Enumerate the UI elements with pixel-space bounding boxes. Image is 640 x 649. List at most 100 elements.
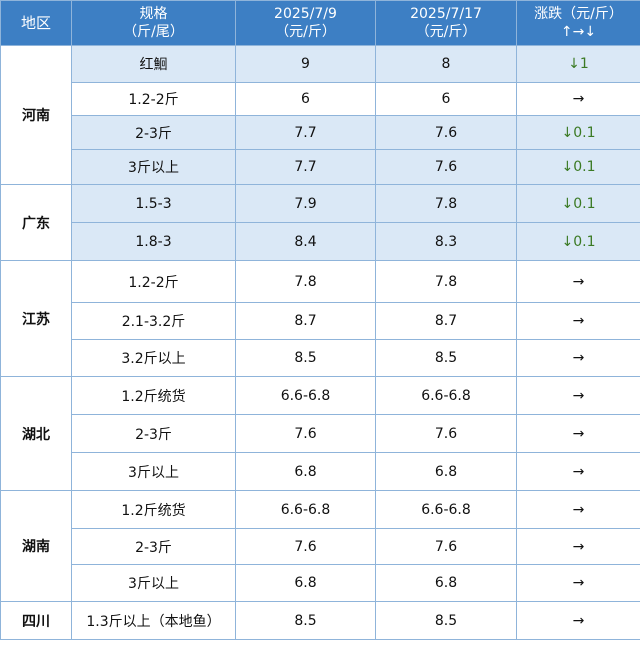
table-row: 3.2斤以上 8.5 8.5 →: [1, 339, 640, 377]
change-cell: ↓0.1: [516, 115, 640, 150]
spec-cell: 2-3斤: [71, 528, 236, 565]
price-0709-cell: 8.5: [235, 601, 376, 640]
table-row: 2-3斤 7.7 7.6 ↓0.1: [1, 115, 640, 150]
table-row: 2-3斤 7.6 7.6 →: [1, 528, 640, 565]
change-cell: ↓0.1: [516, 184, 640, 223]
region-name: 河南: [0, 45, 72, 185]
price-0709-cell: 6.8: [235, 452, 376, 491]
region-name: 江苏: [0, 260, 72, 377]
price-0709-cell: 6.8: [235, 564, 376, 602]
price-0709-cell: 7.9: [235, 184, 376, 223]
header-spec: 规格 （斤/尾）: [71, 0, 236, 46]
header-region: 地区: [0, 0, 72, 46]
table-row: 四川 1.3斤以上（本地鱼） 8.5 8.5 →: [0, 601, 640, 640]
table-row: 1.2-2斤 6 6 →: [1, 82, 640, 116]
region-name: 湖南: [0, 490, 72, 602]
price-0709-cell: 7.6: [235, 414, 376, 453]
change-cell: →: [516, 452, 640, 491]
spec-cell: 2-3斤: [71, 414, 236, 453]
header-row: 地区 规格 （斤/尾） 2025/7/9 （元/斤） 2025/7/17 （元/斤） …: [0, 0, 640, 46]
change-cell: →: [516, 82, 640, 116]
table-row: 3斤以上 6.8 6.8 →: [1, 564, 640, 602]
region-name: 四川: [0, 601, 72, 640]
header-date1: 2025/7/9 （元/斤）: [235, 0, 376, 46]
change-cell: ↓1: [516, 45, 640, 83]
spec-cell: 3斤以上: [71, 564, 236, 602]
header-spec-line1: 规格: [139, 6, 168, 22]
price-0717-cell: 7.6: [375, 528, 517, 565]
price-0717-cell: 7.6: [375, 149, 517, 185]
spec-cell: 2.1-3.2斤: [71, 302, 236, 340]
spec-cell: 1.2-2斤: [71, 260, 236, 303]
change-cell: →: [516, 490, 640, 529]
price-0717-cell: 8.7: [375, 302, 517, 340]
header-change-line1: 涨跌（元/斤）: [534, 6, 623, 22]
header-change-line2: ↑→↓: [560, 24, 597, 40]
spec-cell: 1.8-3: [71, 222, 236, 261]
table-row: 2.1-3.2斤 8.7 8.7 →: [1, 302, 640, 340]
price-0709-cell: 7.6: [235, 528, 376, 565]
price-0717-cell: 7.6: [375, 414, 517, 453]
price-0709-cell: 6.6-6.8: [235, 376, 376, 415]
change-cell: ↓0.1: [516, 222, 640, 261]
price-0709-cell: 9: [235, 45, 376, 83]
spec-cell: 3斤以上: [71, 452, 236, 491]
spec-cell: 红鮰: [71, 45, 236, 83]
price-0709-cell: 7.7: [235, 115, 376, 150]
table-row: 2-3斤 7.6 7.6 →: [1, 414, 640, 453]
table-row: 湖南 1.2斤统货 6.6-6.8 6.6-6.8 →: [0, 490, 640, 602]
region-name: 湖北: [0, 376, 72, 491]
price-0709-cell: 6: [235, 82, 376, 116]
price-0717-cell: 7.6: [375, 115, 517, 150]
header-date2-line2: （元/斤）: [415, 24, 477, 40]
price-0709-cell: 8.5: [235, 339, 376, 377]
table-row: 江苏 1.2-2斤 7.8 7.8 →: [0, 260, 640, 377]
price-0717-cell: 8.5: [375, 601, 517, 640]
table-row: 广东 1.5-3 7.9 7.8 ↓0.1: [0, 184, 640, 261]
price-0717-cell: 6.6-6.8: [375, 376, 517, 415]
table-row: 3斤以上 7.7 7.6 ↓0.1: [1, 149, 640, 185]
change-cell: →: [516, 302, 640, 340]
price-0717-cell: 6: [375, 82, 517, 116]
spec-cell: 1.2斤统货: [71, 376, 236, 415]
table-row: 河南 红鮰 9 8 ↓1: [0, 45, 640, 185]
change-cell: →: [516, 376, 640, 415]
change-cell: ↓0.1: [516, 149, 640, 185]
spec-cell: 3斤以上: [71, 149, 236, 185]
price-0717-cell: 8.3: [375, 222, 517, 261]
price-0717-cell: 6.8: [375, 564, 517, 602]
change-cell: →: [516, 601, 640, 640]
header-change: 涨跌（元/斤） ↑→↓: [516, 0, 640, 46]
price-0717-cell: 7.8: [375, 184, 517, 223]
price-0717-cell: 8.5: [375, 339, 517, 377]
header-date2: 2025/7/17 （元/斤）: [375, 0, 517, 46]
price-0709-cell: 8.4: [235, 222, 376, 261]
change-cell: →: [516, 414, 640, 453]
table-row: 湖北 1.2斤统货 6.6-6.8 6.6-6.8 →: [0, 376, 640, 491]
header-region-label: 地区: [20, 14, 51, 32]
region-name: 广东: [0, 184, 72, 261]
price-0709-cell: 7.7: [235, 149, 376, 185]
price-0709-cell: 7.8: [235, 260, 376, 303]
spec-cell: 2-3斤: [71, 115, 236, 150]
table-row: 3斤以上 6.8 6.8 →: [1, 452, 640, 491]
spec-cell: 1.2斤统货: [71, 490, 236, 529]
change-cell: →: [516, 564, 640, 602]
header-date2-line1: 2025/7/17: [410, 6, 482, 22]
price-0717-cell: 6.8: [375, 452, 517, 491]
price-0717-cell: 7.8: [375, 260, 517, 303]
change-cell: →: [516, 339, 640, 377]
spec-cell: 3.2斤以上: [71, 339, 236, 377]
price-0709-cell: 8.7: [235, 302, 376, 340]
price-0709-cell: 6.6-6.8: [235, 490, 376, 529]
header-date1-line2: （元/斤）: [275, 24, 336, 40]
change-cell: →: [516, 528, 640, 565]
price-0717-cell: 6.6-6.8: [375, 490, 517, 529]
price-0717-cell: 8: [375, 45, 517, 83]
header-spec-line2: （斤/尾）: [123, 24, 184, 40]
header-date1-line1: 2025/7/9: [274, 6, 337, 22]
spec-cell: 1.3斤以上（本地鱼）: [71, 601, 236, 640]
table-row: 1.8-3 8.4 8.3 ↓0.1: [1, 222, 640, 261]
change-cell: →: [516, 260, 640, 303]
